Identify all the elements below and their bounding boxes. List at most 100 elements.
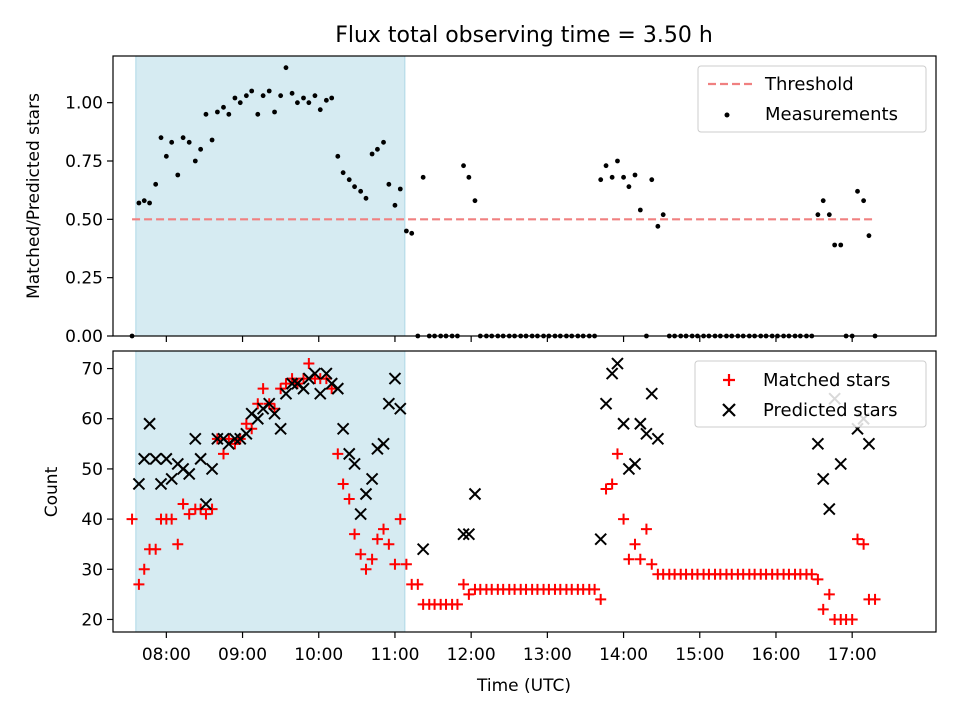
measurement-point [169,139,175,145]
legend-frame [694,360,927,428]
legend-measurements-swatch [724,112,730,118]
matched-star-point [389,558,401,570]
matched-star-point [378,523,390,535]
matched-star-point [150,543,162,555]
predicted-star-point [263,397,276,410]
y-axis-label: Count [42,466,62,517]
measurement-point [209,137,215,143]
matched-star-point [200,508,212,520]
matched-star-point [206,503,218,515]
top-ytick-label: 1.00 [65,94,103,114]
measurement-point [826,212,832,218]
measurement-point [375,146,380,152]
predicted-star-point [817,472,830,486]
measurement-point [295,100,300,106]
measurement-point [615,158,620,164]
predicted-star-point [394,402,407,415]
matched-star-point [606,478,618,490]
measurement-point [289,90,295,96]
predicted-star-point [348,457,361,471]
bottom-axes: 20 30 40 50 60 70 08:00 09:00 10:00 11:00 12:00 13:… [81,350,937,665]
measurement-point [352,184,357,190]
measurement-point [301,95,306,101]
predicted-star-point [160,452,173,466]
predicted-star-point [811,437,825,451]
matched-star-point [400,558,412,570]
matched-star-point [646,558,658,570]
predicted-star-point [359,487,373,501]
legend-top: Threshold Measurements [697,65,927,133]
matched-star-point [412,578,424,590]
measurement-point [249,88,255,94]
bottom-xtick-label: 14:00 [599,645,648,665]
measurement-point [243,93,249,99]
measurement-point [158,135,164,141]
bottom-xtick-label: 16:00 [751,645,800,665]
measurement-point [153,181,159,187]
predicted-star-point [199,497,213,511]
shaded-time-span [135,350,406,633]
bottom-ytick-label: 60 [81,410,103,430]
measurement-point [221,104,226,110]
predicted-star-point [468,487,482,501]
predicted-star-point [388,372,402,385]
measurement-point [397,186,403,192]
measurement-point [198,146,204,152]
measurement-point [866,233,872,239]
predicted-star-point [154,477,168,491]
measurement-point [312,93,318,99]
predicted-star-point [268,407,281,420]
predicted-star-point [205,462,219,476]
matched-star-point [846,613,858,625]
predicted-star-point [189,432,202,446]
predicted-star-point [297,382,310,395]
legend-matched-label: Matched stars [763,370,890,391]
predicted-star-point [354,507,367,521]
measurement-point [472,198,478,204]
measurement-point [323,97,329,103]
matched-star-point [371,533,383,545]
measurement-point [175,172,181,178]
measurement-point [283,65,289,71]
matched-star-point [183,508,195,520]
measurement-point [226,111,232,117]
predicted-star-point [416,542,430,556]
measurement-point [381,139,386,145]
measurement-point [603,163,609,169]
matched-star-point [343,493,355,505]
measurement-point [306,100,312,106]
matched-star-point [858,538,870,550]
matched-star-point [332,448,344,460]
top-axes: 0.00 0.25 0.50 0.75 1.00 [65,55,937,347]
matched-star-point [451,598,463,610]
measurement-point [340,170,346,176]
matched-star-point [394,513,406,525]
matched-star-point [355,548,367,560]
measurement-point [255,111,261,117]
measurement-point [363,195,369,201]
matched-star-point [298,373,310,385]
y-axis-label: Matched/Predicted stars [24,93,44,299]
measurement-point [260,93,266,99]
matched-star-point [589,583,601,595]
predicted-star-point [251,412,264,425]
predicted-star-point [308,367,322,380]
measurement-point [186,139,192,145]
predicted-star-point [594,532,607,546]
matched-star-point [623,553,635,565]
measurement-point [335,153,341,159]
legend-bottom: Matched stars Predicted stars [694,360,927,428]
matched-star-point [360,563,372,575]
matched-star-point [869,593,881,605]
measurement-point [838,242,844,248]
measurement-point [466,174,472,180]
measurement-point [660,212,666,218]
predicted-star-point [645,387,658,400]
measurement-point [637,207,643,213]
measurement-point [317,107,323,113]
measurement-point [358,188,364,194]
x-axis-label: Time (UTC) [476,676,571,696]
bottom-xtick-label: 09:00 [218,645,267,665]
top-ytick-label: 0.00 [65,327,103,347]
